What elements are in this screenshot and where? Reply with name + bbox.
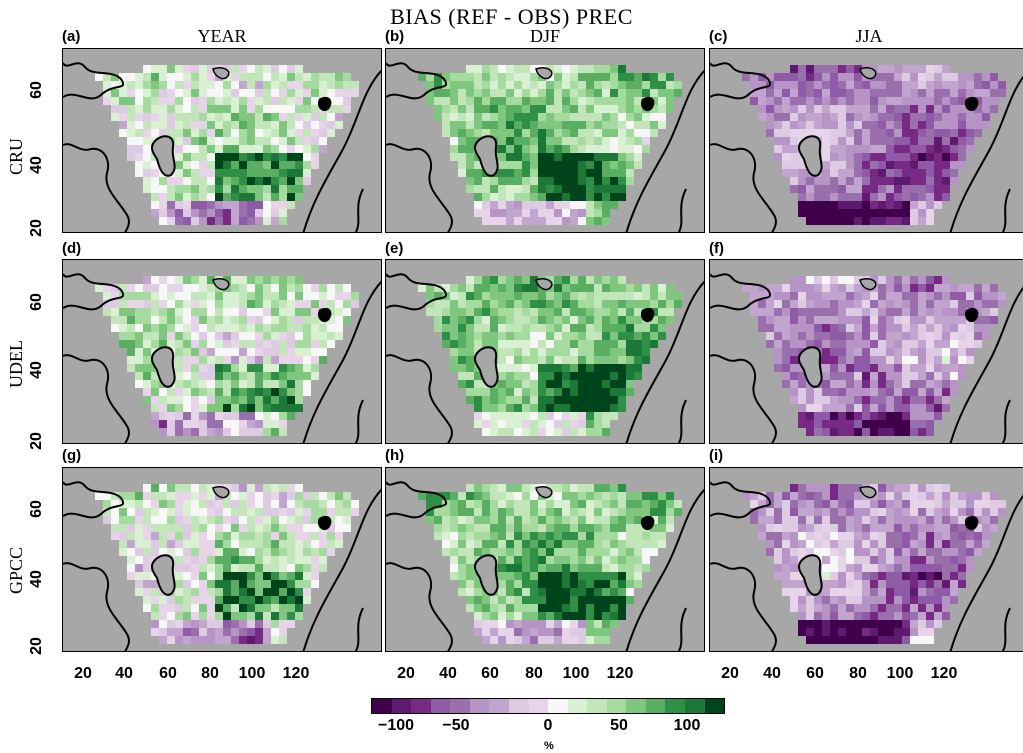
panel-label-b: (b) bbox=[385, 28, 405, 45]
x-tick-100: 100 bbox=[238, 665, 266, 682]
x-tick-60: 60 bbox=[806, 665, 824, 682]
figure-title: BIAS (REF - OBS) PREC bbox=[390, 4, 633, 29]
map-panel-g bbox=[62, 467, 382, 652]
colorbar-swatch bbox=[469, 699, 490, 713]
y-tick-60: 60 bbox=[28, 81, 45, 99]
colorbar-swatch bbox=[528, 699, 549, 713]
map-panel-b bbox=[385, 48, 705, 233]
colorbar-swatch bbox=[626, 699, 646, 713]
colorbar-swatch bbox=[391, 699, 412, 713]
y-tick-20: 20 bbox=[28, 432, 45, 450]
colorbar-swatch bbox=[685, 699, 705, 713]
x-tick-100: 100 bbox=[886, 665, 914, 682]
row-header-gpcc: GPCC bbox=[6, 546, 26, 594]
panel-label-g: (g) bbox=[62, 447, 82, 464]
x-tick-60: 60 bbox=[159, 665, 177, 682]
colorbar-swatch bbox=[430, 699, 451, 713]
x-tick-60: 60 bbox=[481, 665, 499, 682]
map-panel-e bbox=[385, 259, 705, 444]
x-tick-100: 100 bbox=[562, 665, 590, 682]
x-tick-120: 120 bbox=[606, 665, 634, 682]
x-tick-40: 40 bbox=[763, 665, 781, 682]
x-tick-20: 20 bbox=[721, 665, 739, 682]
colorbar-tick-50: 50 bbox=[610, 717, 628, 734]
panel-label-a: (a) bbox=[62, 28, 81, 45]
y-tick-20: 20 bbox=[28, 637, 45, 655]
colorbar-swatch bbox=[548, 699, 568, 713]
x-tick-40: 40 bbox=[115, 665, 133, 682]
map-svg bbox=[63, 273, 381, 443]
panel-label-i: (i) bbox=[709, 447, 724, 464]
colorbar bbox=[371, 698, 725, 714]
y-tick-40: 40 bbox=[28, 570, 45, 588]
panel-label-f: (f) bbox=[709, 240, 724, 257]
colorbar-swatch bbox=[665, 699, 685, 713]
map-svg bbox=[386, 273, 704, 443]
x-tick-80: 80 bbox=[525, 665, 543, 682]
colorbar-tick-minus100: −100 bbox=[377, 717, 415, 734]
x-tick-120: 120 bbox=[930, 665, 958, 682]
colorbar-swatch bbox=[411, 699, 431, 713]
colorbar-unit: % bbox=[544, 740, 554, 752]
colorbar-tick-0: 0 bbox=[543, 717, 553, 734]
map-svg bbox=[63, 62, 381, 232]
panel-label-h: (h) bbox=[385, 447, 405, 464]
map-svg bbox=[710, 481, 1023, 651]
map-svg bbox=[386, 62, 704, 232]
x-tick-20: 20 bbox=[397, 665, 415, 682]
x-tick-120: 120 bbox=[282, 665, 310, 682]
map-panel-c bbox=[709, 48, 1023, 233]
column-header-jja: JJA bbox=[855, 26, 883, 46]
colorbar-swatch bbox=[567, 699, 588, 713]
panel-label-e: (e) bbox=[385, 240, 404, 257]
panel-label-d: (d) bbox=[62, 240, 82, 257]
colorbar-tick-minus50: −50 bbox=[442, 717, 470, 734]
panel-label-c: (c) bbox=[709, 28, 728, 45]
row-header-udel: UDEL bbox=[6, 340, 26, 388]
colorbar-swatch bbox=[489, 699, 509, 713]
row-header-cru: CRU bbox=[6, 137, 26, 175]
y-tick-60: 60 bbox=[28, 293, 45, 311]
x-tick-80: 80 bbox=[849, 665, 867, 682]
colorbar-swatch bbox=[587, 699, 607, 713]
column-header-djf: DJF bbox=[529, 26, 560, 46]
map-panel-f bbox=[709, 259, 1023, 444]
colorbar-swatch bbox=[372, 699, 392, 713]
y-tick-40: 40 bbox=[28, 156, 45, 174]
y-tick-60: 60 bbox=[28, 500, 45, 518]
map-panel-d bbox=[62, 259, 382, 444]
x-tick-80: 80 bbox=[201, 665, 219, 682]
colorbar-swatch bbox=[450, 699, 470, 713]
colorbar-swatch bbox=[606, 699, 627, 713]
column-header-year: YEAR bbox=[197, 26, 247, 46]
y-tick-40: 40 bbox=[28, 361, 45, 379]
map-panel-a bbox=[62, 48, 382, 233]
map-svg bbox=[710, 62, 1023, 232]
colorbar-swatch bbox=[704, 699, 725, 713]
map-svg bbox=[710, 273, 1023, 443]
x-tick-20: 20 bbox=[74, 665, 92, 682]
map-svg bbox=[63, 481, 381, 651]
colorbar-swatch bbox=[508, 699, 529, 713]
colorbar-tick-100: 100 bbox=[673, 717, 701, 734]
x-tick-40: 40 bbox=[439, 665, 457, 682]
map-panel-h bbox=[385, 467, 705, 652]
colorbar-swatch bbox=[645, 699, 666, 713]
map-panel-i bbox=[709, 467, 1023, 652]
y-tick-20: 20 bbox=[28, 219, 45, 237]
map-svg bbox=[386, 481, 704, 651]
